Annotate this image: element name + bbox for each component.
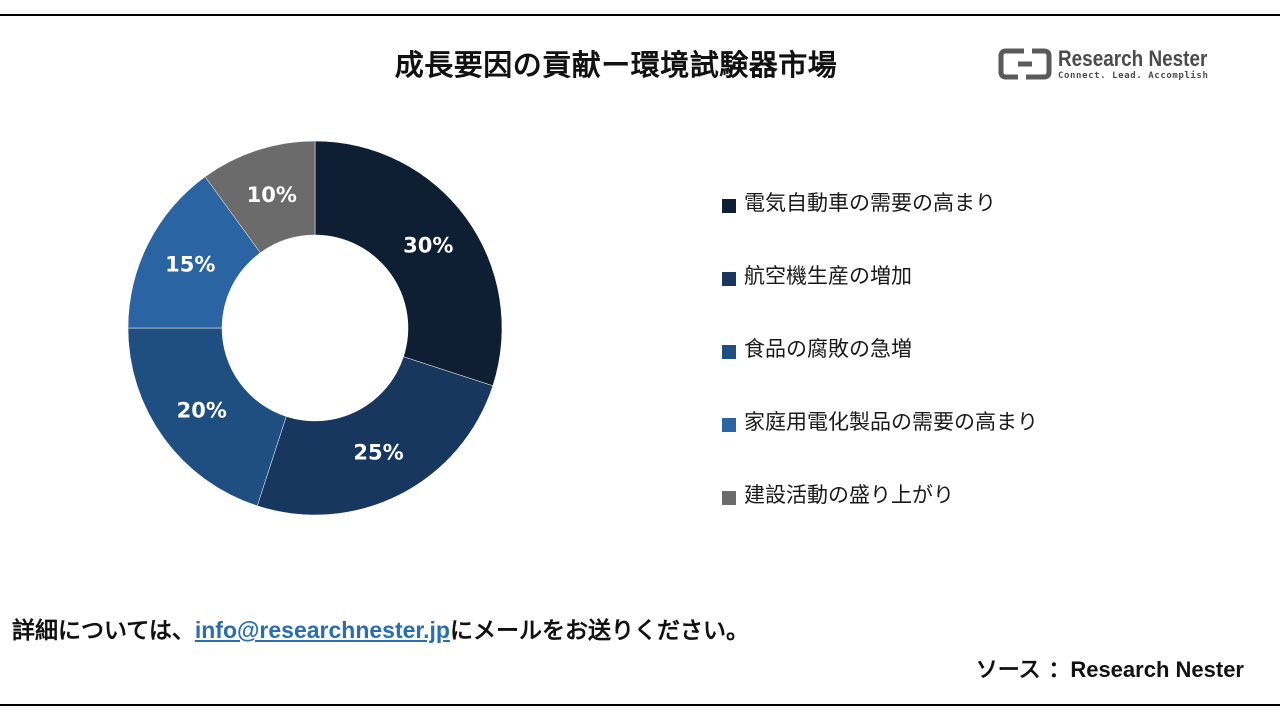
legend-label: 航空機生産の増加 <box>744 264 912 288</box>
research-nester-logo: Research Nester Connect. Lead. Accomplis… <box>998 46 1238 86</box>
donut-slice <box>204 140 316 254</box>
legend-label: 食品の腐敗の急増 <box>744 337 912 361</box>
logo-tagline: Connect. Lead. Accomplish <box>1058 71 1209 81</box>
source-label: ソース ： <box>975 658 1071 683</box>
slice-data-label: 25% <box>353 441 403 465</box>
top-rule <box>0 14 1280 16</box>
chart-title: 成長要因の貢献ー環境試験器市場 <box>394 48 838 82</box>
donut-slice <box>314 140 503 387</box>
donut-chart: 30% 25% 20% 15% 10% <box>127 140 503 516</box>
contact-note: 詳細については、info@researchnester.jpにメールをお送りくだ… <box>12 611 749 645</box>
contact-email-link[interactable]: info@researchnester.jp <box>194 617 450 643</box>
logo-mark-icon <box>998 48 1052 80</box>
donut-slice <box>127 176 261 329</box>
bottom-rule <box>0 704 1280 706</box>
slice-data-label: 20% <box>177 398 227 422</box>
contact-prefix: 詳細については、 <box>12 618 195 644</box>
contact-suffix: にメールをお送りください。 <box>449 618 749 644</box>
source-credit: ソース ：Research Nester <box>976 652 1244 684</box>
source-name: Research Nester <box>1070 657 1244 682</box>
legend-swatch <box>722 199 736 213</box>
legend-swatch <box>722 345 736 359</box>
legend-label: 建設活動の盛り上がり <box>744 483 954 507</box>
legend-label: 家庭用電化製品の需要の高まり <box>744 410 1038 434</box>
slice-data-label: 15% <box>165 252 215 276</box>
slice-data-label: 10% <box>247 183 297 207</box>
donut-slice <box>127 327 287 507</box>
legend-label: 電気自動車の需要の高まり <box>744 191 996 215</box>
logo-name: Research Nester <box>1058 46 1208 71</box>
legend-swatch <box>722 418 736 432</box>
legend-swatch <box>722 272 736 286</box>
legend-swatch <box>722 491 736 505</box>
donut-slice <box>256 356 494 516</box>
slice-data-label: 30% <box>403 234 453 258</box>
